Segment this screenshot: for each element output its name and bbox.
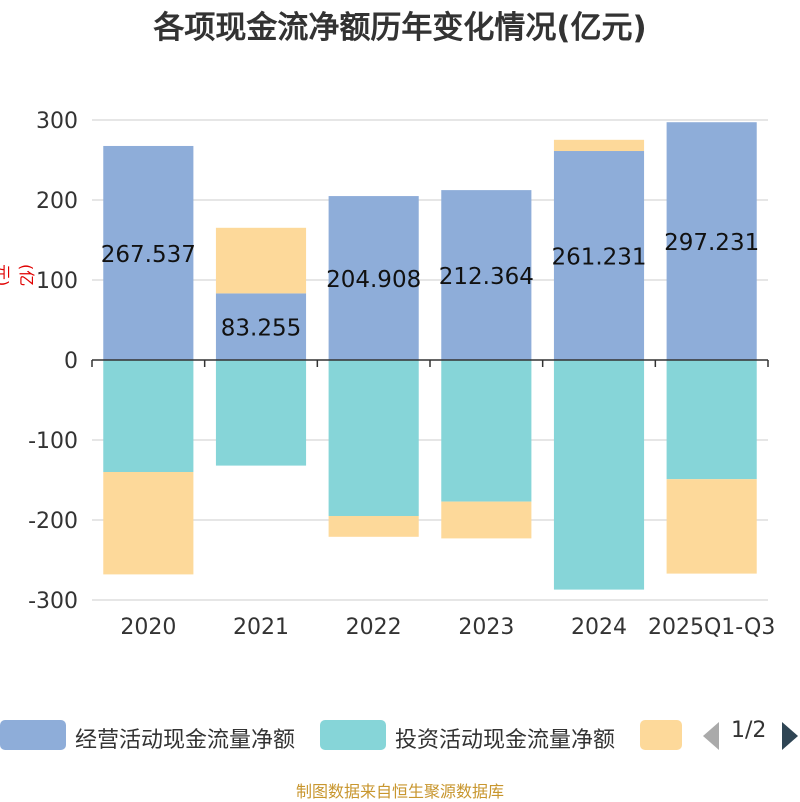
y-tick-label: 300 bbox=[36, 109, 78, 134]
bar-series2-2023 bbox=[441, 360, 532, 502]
bar-series3-2023 bbox=[441, 501, 532, 539]
legend-next-page-icon[interactable] bbox=[782, 722, 798, 750]
bar-series2-2022 bbox=[328, 360, 419, 516]
legend-item-investing[interactable]: 投资活动现金流量净额 bbox=[320, 720, 630, 753]
legend-page-indicator: 1/2 bbox=[731, 718, 767, 743]
bar-chart: 300 200 100 0 -100 -200 -300 267.537 83.255 204.9… bbox=[28, 109, 775, 640]
y-tick-label: 0 bbox=[64, 349, 78, 374]
x-tick-label: 2024 bbox=[571, 615, 627, 640]
y-tick-label: 200 bbox=[36, 189, 78, 214]
legend-label-operating: 经营活动现金流量净额 bbox=[75, 728, 296, 753]
y-tick-label: -300 bbox=[28, 589, 78, 614]
bar-series2-2020 bbox=[103, 360, 194, 472]
bar-series2-2021 bbox=[215, 360, 307, 466]
data-label: 212.364 bbox=[439, 264, 534, 290]
x-tick-label: 2021 bbox=[233, 615, 289, 640]
bar-series3-2020 bbox=[103, 472, 194, 575]
x-tick-label: 2023 bbox=[458, 615, 514, 640]
x-tick-label: 2022 bbox=[346, 615, 402, 640]
data-label: 261.231 bbox=[551, 245, 646, 271]
y-tick-label: -200 bbox=[28, 509, 78, 534]
bar-series3-2021 bbox=[215, 227, 307, 294]
bar-series1-2025Q1-Q3 bbox=[666, 122, 757, 360]
bar-series1-2020 bbox=[103, 145, 194, 360]
legend-label-investing: 投资活动现金流量净额 bbox=[395, 728, 616, 753]
y-tick-label: 100 bbox=[36, 269, 78, 294]
data-label: 204.908 bbox=[326, 267, 421, 293]
x-tick-label: 2020 bbox=[120, 615, 176, 640]
data-label: 267.537 bbox=[101, 242, 196, 268]
data-source-note: 制图数据来自恒生聚源数据库 bbox=[295, 782, 504, 801]
bar-series2-2025Q1-Q3 bbox=[666, 360, 757, 480]
bar-series3-2025Q1-Q3 bbox=[666, 479, 757, 574]
data-label: 297.231 bbox=[664, 230, 759, 256]
x-tick-label: 2025Q1-Q3 bbox=[648, 615, 775, 640]
y-axis-unit: (亿元) bbox=[0, 118, 42, 286]
legend-swatch-investing bbox=[320, 720, 386, 750]
legend-swatch-operating bbox=[0, 720, 66, 750]
data-label: 83.255 bbox=[221, 316, 301, 342]
legend-item-financing[interactable] bbox=[640, 720, 688, 752]
y-tick-label: -100 bbox=[28, 429, 78, 454]
bar-series3-2024 bbox=[553, 139, 645, 152]
chart-title: 各项现金流净额历年变化情况(亿元) bbox=[153, 10, 647, 46]
bar-series1-2023 bbox=[441, 190, 532, 360]
y-axis-unit-label: (亿元) bbox=[0, 264, 36, 287]
bar-series3-2022 bbox=[328, 516, 419, 537]
legend-swatch-financing bbox=[640, 720, 682, 750]
legend: 经营活动现金流量净额 投资活动现金流量净额 bbox=[0, 714, 800, 758]
bar-series1-2021 bbox=[215, 293, 307, 360]
bar-series1-2022 bbox=[328, 196, 419, 360]
legend-prev-page-icon[interactable] bbox=[703, 722, 719, 750]
bar-series2-2024 bbox=[553, 360, 645, 590]
bar-series1-2024 bbox=[553, 151, 645, 360]
legend-item-operating[interactable]: 经营活动现金流量净额 bbox=[0, 720, 310, 753]
